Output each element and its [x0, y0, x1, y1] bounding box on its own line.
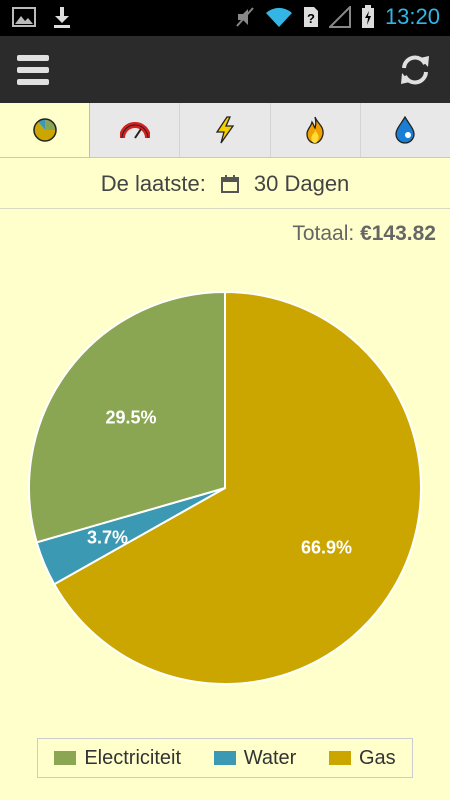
refresh-icon	[401, 55, 429, 85]
pie-label-water: 3.7%	[87, 527, 128, 547]
chart-legend: Electriciteit Water Gas	[37, 738, 413, 778]
legend-item-water: Water	[213, 746, 297, 770]
total-label: Totaal:	[292, 222, 355, 245]
menu-icon	[17, 55, 49, 85]
battery-charging-icon	[361, 5, 374, 28]
lightning-icon	[215, 116, 235, 144]
pie-label-electriciteit: 29.5%	[105, 407, 156, 427]
wifi-icon	[265, 7, 292, 28]
period-label: De laatste:	[100, 171, 206, 196]
legend-item-gas: Gas	[328, 746, 396, 770]
pie-slice-electriciteit	[28, 290, 226, 544]
period-selector: De laatste: 30 Dagen	[0, 160, 450, 209]
calendar-icon[interactable]	[220, 174, 240, 194]
status-bar: ? 13:20	[0, 0, 450, 36]
tab-water[interactable]	[361, 103, 450, 157]
total-amount: Totaal: €143.82	[292, 222, 436, 246]
action-bar	[0, 36, 450, 103]
image-notification-icon	[12, 7, 36, 27]
gauge-icon	[119, 122, 150, 139]
sim-unknown-icon: ?	[303, 7, 318, 27]
period-value[interactable]: 30 Dagen	[253, 171, 350, 196]
tab-electricity[interactable]	[180, 103, 271, 157]
menu-button[interactable]	[16, 52, 50, 88]
legend-swatch-water	[213, 751, 236, 765]
water-drop-icon	[395, 116, 416, 144]
tab-overview[interactable]	[0, 103, 91, 157]
pie-chart-icon	[32, 118, 57, 142]
svg-text:?: ?	[307, 11, 315, 26]
refresh-button[interactable]	[398, 52, 432, 88]
legend-swatch-gas	[328, 751, 351, 765]
cost-pie-chart: 66.9% 3.7% 29.5%	[28, 290, 422, 685]
download-icon	[54, 7, 70, 28]
pie-slice-gas	[52, 290, 422, 685]
flame-icon	[306, 116, 324, 144]
legend-swatch-electricity	[54, 751, 77, 765]
legend-label-water: Water	[243, 746, 297, 769]
status-time: 13:20	[384, 4, 440, 29]
tab-meter[interactable]	[90, 103, 181, 157]
total-value: €143.82	[360, 222, 436, 245]
pie-label-gas: 66.9%	[301, 537, 352, 557]
tab-gas[interactable]	[271, 103, 361, 157]
category-tabs	[0, 103, 450, 158]
signal-icon	[328, 6, 351, 28]
legend-label-gas: Gas	[358, 746, 396, 769]
legend-label-electricity: Electriciteit	[84, 746, 182, 769]
legend-item-electricity: Electriciteit	[54, 747, 181, 770]
mute-icon	[236, 7, 254, 27]
